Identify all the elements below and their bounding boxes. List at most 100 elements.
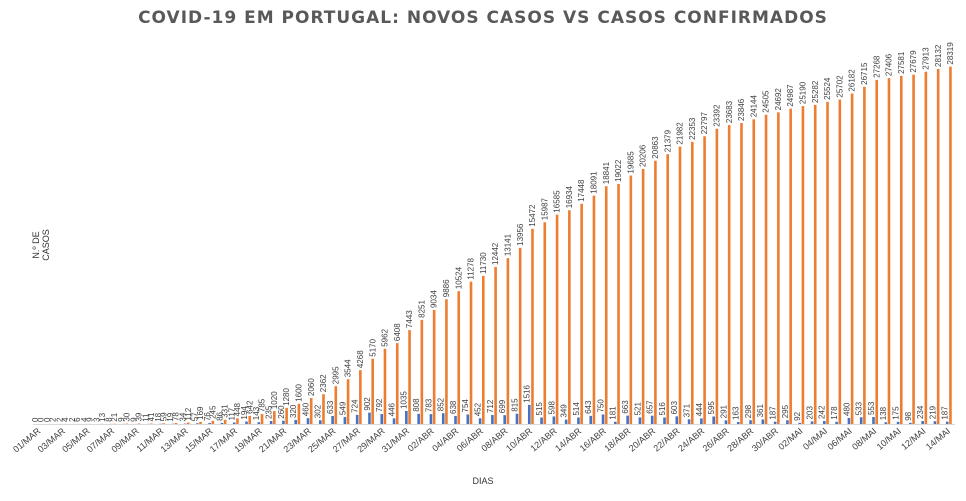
data-label-new-cases: 260 <box>277 405 286 419</box>
data-label-new-cases: 643 <box>584 400 593 414</box>
data-label-new-cases: 178 <box>830 406 839 420</box>
data-label-new-cases: 750 <box>596 399 605 413</box>
data-label-confirmed-cases: 12442 <box>491 242 500 265</box>
bar-confirmed-cases <box>322 394 325 424</box>
data-label-confirmed-cases: 5170 <box>368 338 377 356</box>
data-label-confirmed-cases: 2362 <box>319 374 328 392</box>
data-label-new-cases: 291 <box>719 404 728 418</box>
data-label-new-cases: 361 <box>756 404 765 418</box>
data-label-new-cases: 852 <box>437 397 446 411</box>
x-tick-label: 08/MAI <box>850 426 878 452</box>
data-label-new-cases: 1516 <box>523 385 532 403</box>
bar-confirmed-cases <box>162 423 165 424</box>
bar-new-cases <box>269 421 273 424</box>
bar-new-cases <box>761 419 765 424</box>
data-label-new-cases: 92 <box>793 411 802 420</box>
bar-new-cases <box>196 423 199 424</box>
bar-new-cases <box>933 421 937 424</box>
bar-new-cases <box>872 417 875 424</box>
data-label-confirmed-cases: 1600 <box>295 383 304 401</box>
data-label-confirmed-cases: 19022 <box>614 159 623 182</box>
data-label-confirmed-cases: 11730 <box>479 252 488 274</box>
data-label-new-cases: 446 <box>387 402 396 416</box>
bar-confirmed-cases <box>592 195 596 424</box>
data-label-new-cases: 516 <box>658 402 667 416</box>
data-label-new-cases: 295 <box>781 404 790 418</box>
data-label-new-cases: 657 <box>646 400 655 414</box>
data-label-confirmed-cases: 24987 <box>786 84 795 107</box>
data-label-new-cases: 187 <box>941 406 950 420</box>
bar-confirmed-cases <box>580 203 583 424</box>
data-label-confirmed-cases: 28132 <box>934 44 943 67</box>
data-label-confirmed-cases: 22797 <box>700 111 709 134</box>
bar-new-cases <box>355 414 359 424</box>
bar-new-cases <box>601 414 605 424</box>
data-label-confirmed-cases: 16934 <box>565 185 574 208</box>
data-label-confirmed-cases: 9886 <box>442 279 451 297</box>
bar-confirmed-cases <box>469 281 473 424</box>
bar-new-cases <box>675 416 679 424</box>
bar-new-cases <box>441 413 445 424</box>
bar-confirmed-cases <box>248 415 252 424</box>
data-label-new-cases: 603 <box>670 400 679 414</box>
bar-new-cases <box>429 414 433 424</box>
bar-confirmed-cases <box>174 423 178 424</box>
bar-new-cases <box>564 419 568 424</box>
data-label-new-cases: 452 <box>474 402 483 416</box>
data-label-new-cases: 194 <box>240 406 249 420</box>
bar-new-cases <box>921 421 924 424</box>
data-label-new-cases: 754 <box>461 399 470 413</box>
x-tick-label: 16/ABR <box>578 426 609 454</box>
x-tick-label: 28/ABR <box>725 426 756 454</box>
x-tick-label: 10/MAI <box>875 426 903 452</box>
bar-confirmed-cases <box>641 168 645 424</box>
data-label-confirmed-cases: 7443 <box>405 310 414 328</box>
data-label-confirmed-cases: 28319 <box>946 42 955 65</box>
bar-new-cases <box>835 421 838 424</box>
bar-confirmed-cases <box>420 319 424 424</box>
bar-new-cases <box>749 420 752 424</box>
data-label-confirmed-cases: 1280 <box>282 387 291 405</box>
bar-confirmed-cases <box>408 330 411 424</box>
bar-confirmed-cases <box>150 423 153 424</box>
bar-confirmed-cases <box>838 99 842 425</box>
data-label-new-cases: 143 <box>252 406 261 420</box>
data-label-confirmed-cases: 27406 <box>885 53 894 76</box>
data-label-new-cases: 181 <box>609 406 618 420</box>
data-label-confirmed-cases: 8251 <box>417 300 426 318</box>
bar-confirmed-cases <box>777 112 780 425</box>
data-label-confirmed-cases: 169 <box>196 406 205 420</box>
data-label-confirmed-cases: 78 <box>172 412 181 421</box>
data-label-confirmed-cases: 20206 <box>639 144 648 167</box>
bar-new-cases <box>945 421 949 424</box>
data-label-new-cases: 633 <box>326 400 335 414</box>
x-tick-label: 22/ABR <box>651 426 682 454</box>
bar-confirmed-cases <box>629 175 633 424</box>
bar-confirmed-cases <box>457 291 461 424</box>
bar-confirmed-cases <box>199 421 202 424</box>
data-label-confirmed-cases: 9034 <box>430 290 439 308</box>
data-label-confirmed-cases: 448 <box>233 402 242 416</box>
data-label-new-cases: 514 <box>572 402 581 416</box>
bar-new-cases <box>884 422 888 424</box>
data-label-new-cases: 0 <box>43 417 52 422</box>
bar-new-cases <box>515 413 519 424</box>
data-label-confirmed-cases: 26715 <box>860 62 869 85</box>
bar-new-cases <box>257 422 261 424</box>
data-label-new-cases: 521 <box>633 402 642 416</box>
bar-confirmed-cases <box>764 114 768 424</box>
data-label-confirmed-cases: 9 <box>86 417 95 422</box>
data-label-new-cases: 1035 <box>400 391 409 409</box>
data-label-confirmed-cases: 27268 <box>872 55 881 78</box>
bar-confirmed-cases <box>863 86 866 424</box>
data-label-new-cases: 792 <box>375 398 384 412</box>
data-label-new-cases: 86 <box>215 411 224 420</box>
data-label-confirmed-cases: 18091 <box>590 171 599 194</box>
data-label-new-cases: 298 <box>744 404 753 418</box>
bar-confirmed-cases <box>555 214 559 424</box>
data-label-new-cases: 235 <box>265 405 274 419</box>
x-tick-label: 06/MAI <box>826 426 854 452</box>
bar-new-cases <box>589 415 593 424</box>
bar-new-cases <box>343 417 347 424</box>
data-label-confirmed-cases: 13956 <box>516 223 525 246</box>
